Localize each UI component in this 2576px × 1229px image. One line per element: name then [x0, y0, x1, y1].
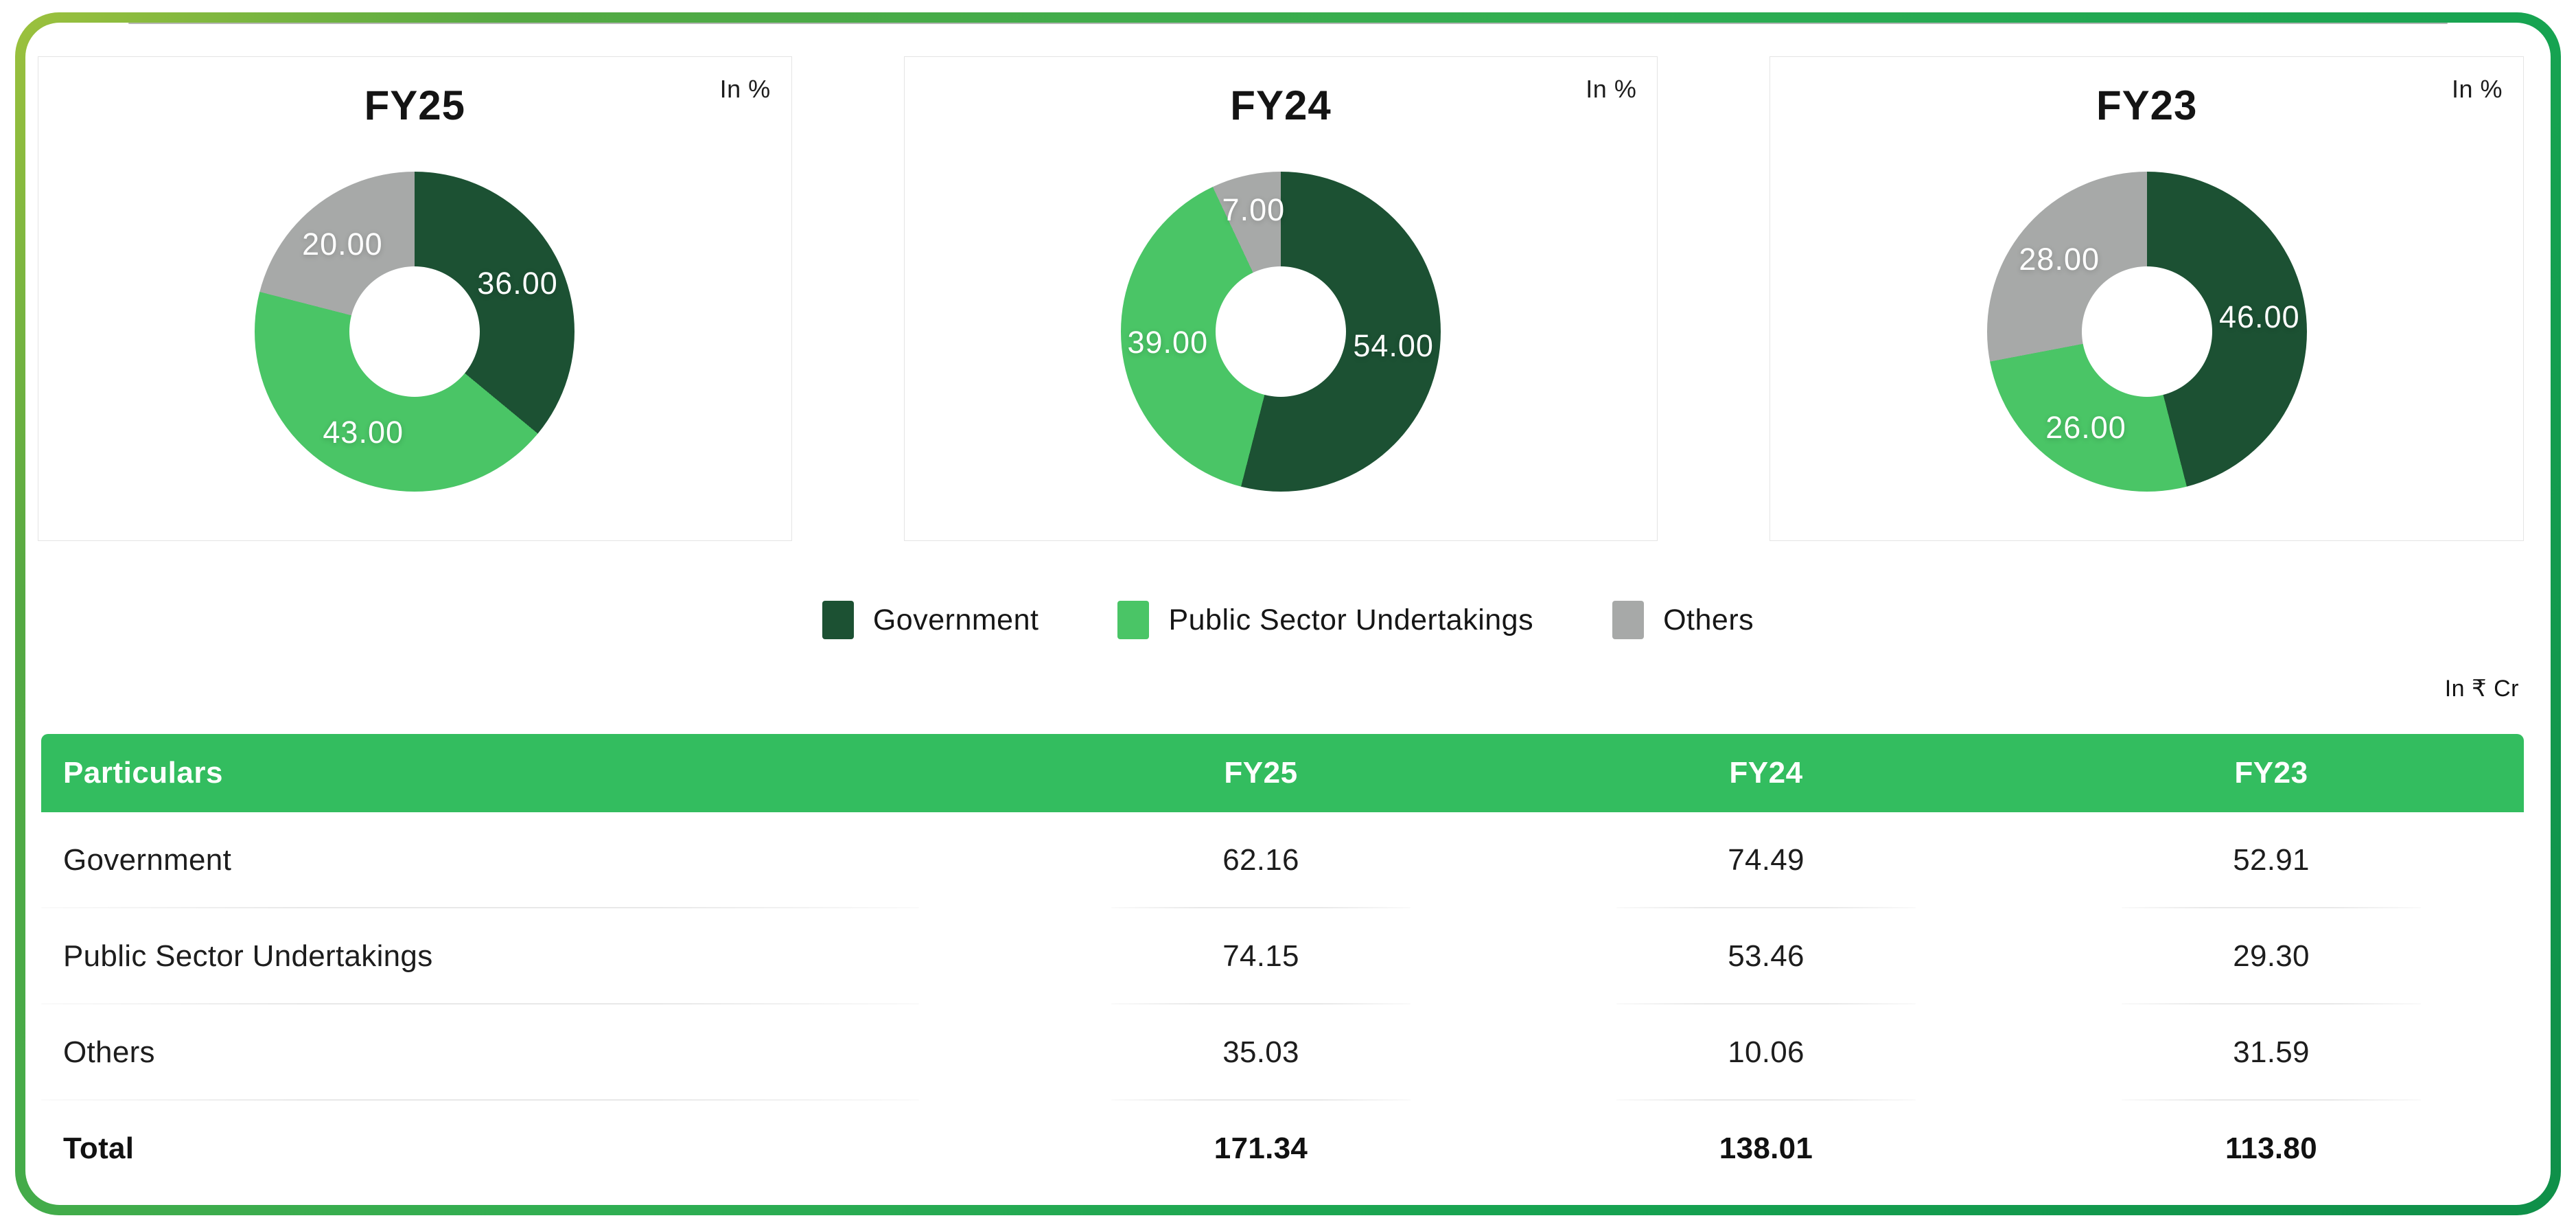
row-label: Public Sector Undertakings — [41, 908, 1008, 1004]
table-header-cell: Particulars — [63, 756, 223, 790]
row-separator — [1111, 1099, 1411, 1101]
chart-panel-fy25: FY25 In % 36.00 43.00 20.00 — [38, 56, 792, 541]
legend-item: Government — [822, 601, 1039, 639]
currency-unit-label: In ₹ Cr — [2444, 676, 2519, 702]
row-separator — [2122, 1003, 2421, 1004]
row-separator — [1111, 907, 1411, 908]
row-separator — [2122, 907, 2421, 908]
cell-value: 53.46 — [1513, 908, 2019, 1004]
cell-value: 31.59 — [2019, 1004, 2524, 1101]
chart-title: FY25 — [364, 82, 466, 128]
row-separator — [1616, 1099, 1916, 1101]
percent-unit-label: In % — [1586, 75, 1637, 103]
table-header-cell: FY24 — [1729, 756, 1803, 790]
donut-slice-label: 43.00 — [323, 415, 404, 450]
row-separator — [1616, 1003, 1916, 1004]
percent-unit-label: In % — [2451, 75, 2503, 103]
donut-slice-label: 39.00 — [1127, 324, 1209, 360]
legend-swatch — [1117, 601, 1150, 639]
legend-item: Public Sector Undertakings — [1117, 601, 1533, 639]
chart-panel-fy24: FY24 In % 54.00 39.00 7.00 — [903, 56, 1658, 541]
donut-chart: 36.00 43.00 20.00 — [255, 172, 575, 492]
donut-slice-label: 36.00 — [477, 265, 558, 301]
donut-chart: 54.00 39.00 7.00 — [1121, 172, 1441, 492]
chart-panel-fy23: FY23 In % 46.00 26.00 28.00 — [1769, 56, 2525, 541]
legend-item: Others — [1612, 601, 1754, 639]
data-table: Particulars FY25 FY24 FY23 Government 62.16 7… — [41, 734, 2524, 1197]
cell-value: 10.06 — [1513, 1004, 2019, 1101]
cell-value: 171.34 — [1214, 1132, 1308, 1165]
legend-label: Public Sector Undertakings — [1168, 603, 1534, 636]
chart-title: FY23 — [2096, 82, 2198, 128]
donut-slice-label: 20.00 — [302, 226, 383, 262]
row-separator — [41, 907, 919, 908]
percent-unit-label: In % — [719, 75, 771, 103]
donut-slice-label: 28.00 — [2019, 241, 2100, 277]
cell-value: 35.03 — [1008, 1004, 1513, 1101]
donut-hole — [349, 266, 480, 397]
row-label: Total — [63, 1132, 135, 1165]
row-separator — [41, 1003, 919, 1004]
legend-label: Government — [872, 603, 1039, 636]
table-header-cell: FY25 — [1224, 756, 1298, 790]
table-body: Government 62.16 74.49 52.91 Public Sector U… — [41, 812, 2524, 1197]
donut-chart: 46.00 26.00 28.00 — [1986, 172, 2307, 492]
row-label: Others — [41, 1004, 1008, 1101]
legend-label: Others — [1663, 603, 1754, 636]
row-separator — [2122, 1099, 2421, 1101]
donut-slice-label: 26.00 — [2045, 409, 2126, 445]
donut-slice-label: 7.00 — [1222, 192, 1286, 227]
cell-value: 113.80 — [2225, 1132, 2317, 1165]
cell-value: 74.49 — [1513, 812, 2019, 908]
table-header-cell: FY23 — [2234, 756, 2308, 790]
row-separator — [41, 1099, 919, 1101]
donut-hole — [2081, 266, 2212, 397]
legend-swatch — [822, 601, 854, 639]
chart-title: FY24 — [1230, 82, 1332, 128]
row-separator — [1616, 907, 1916, 908]
legend: Government Public Sector Undertakings Othe… — [25, 601, 2551, 639]
cell-value: 74.15 — [1008, 908, 1513, 1004]
donut-charts-row: FY25 In % 36.00 43.00 20.00 FY24 In % 54.00 39.0… — [38, 56, 2525, 541]
donut-hole — [1216, 266, 1346, 397]
cell-value: 29.30 — [2019, 908, 2524, 1004]
cell-value: 62.16 — [1008, 812, 1513, 908]
donut-slice-label: 46.00 — [2218, 299, 2300, 335]
cell-value: 52.91 — [2019, 812, 2524, 908]
table-header-row: Particulars FY25 FY24 FY23 — [41, 734, 2524, 812]
gradient-border-frame: FY25 In % 36.00 43.00 20.00 FY24 In % 54.00 39.0… — [15, 12, 2561, 1215]
legend-swatch — [1612, 601, 1645, 639]
table-row-total: Total 171.34 138.01 113.80 — [41, 1101, 2524, 1197]
report-card: FY25 In % 36.00 43.00 20.00 FY24 In % 54.00 39.0… — [25, 23, 2551, 1205]
cell-value: 138.01 — [1719, 1132, 1813, 1165]
table-row: Public Sector Undertakings 74.15 53.46 29.3… — [41, 908, 2524, 1004]
table-row: Others 35.03 10.06 31.59 — [41, 1004, 2524, 1101]
table-row: Government 62.16 74.49 52.91 — [41, 812, 2524, 908]
donut-slice-label: 54.00 — [1353, 328, 1434, 363]
row-separator — [1111, 1003, 1411, 1004]
row-label: Government — [41, 812, 1008, 908]
